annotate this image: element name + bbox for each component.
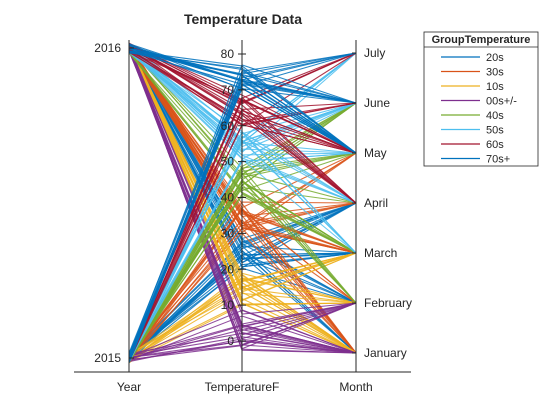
tick-label: 2016 [94,41,121,55]
legend-label: 30s [486,67,504,79]
legend-label: 20s [486,52,504,64]
legend-title: GroupTemperature [432,34,531,46]
legend-label: 50s [486,125,504,137]
tick-label: 30 [221,226,235,240]
tick-label: March [364,246,397,260]
chart-title: Temperature Data [184,11,302,27]
legend: GroupTemperature 20s 30s 10s 00s+/- 40s 50s 60… [423,31,539,167]
tick-label: June [364,96,390,110]
legend-label: 60s [486,139,504,151]
axis-name-temperaturef: TemperatureF [205,380,280,394]
tick-label: 40 [221,191,235,205]
tick-label: 80 [221,47,235,61]
axis-name-month: Month [339,380,372,394]
tick-label: 50 [221,155,235,169]
legend-label: 70s+ [486,154,510,166]
legend-label: 40s [486,110,504,122]
tick-label: 0 [227,334,234,348]
tick-label: April [364,196,388,210]
tick-label: February [364,296,412,310]
tick-label: 2015 [94,351,121,365]
axes: Year 2015 2016 TemperatureF 0 10 20 30 40 50 60 70 8… [74,40,412,394]
legend-label: 00s+/- [486,96,517,108]
legend-box [423,31,539,167]
tick-label: 20 [221,262,235,276]
legend-label: 10s [486,81,504,93]
tick-label: 10 [221,298,235,312]
tick-label: 70 [221,83,235,97]
tick-label: 60 [221,119,235,133]
tick-label: July [364,46,385,60]
axis-name-year: Year [117,380,141,394]
tick-label: January [364,346,407,360]
tick-label: May [364,146,387,160]
